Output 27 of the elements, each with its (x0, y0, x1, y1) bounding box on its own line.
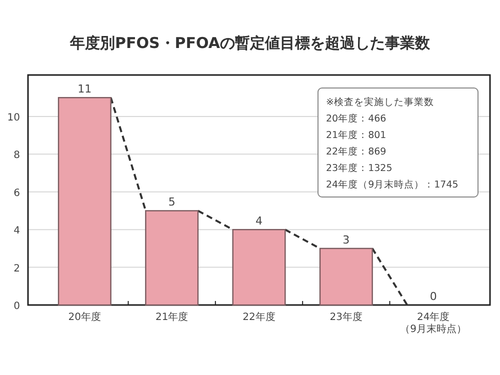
data-label: 11 (78, 82, 92, 96)
x-tick-label: 21年度 (155, 311, 188, 323)
data-label: 3 (342, 233, 350, 246)
annotation: 23年度：1325 (326, 162, 392, 174)
data-label: 5 (168, 196, 176, 209)
annotation: 20年度：466 (326, 112, 386, 124)
annotation: 21年度：801 (326, 129, 386, 141)
bar (145, 210, 199, 306)
x-tick-label: 22年度 (242, 311, 276, 323)
y-tick-label: 2 (14, 263, 20, 274)
data-label: 0 (430, 290, 437, 303)
chart-title: 年度別PFOS・PFOAの暫定値目標を超過した事業数 (69, 34, 431, 52)
bar (232, 228, 286, 306)
annotation: 24年度（9月末時点）：1745 (326, 178, 458, 190)
x-tick-label: 20年度 (68, 311, 102, 323)
y-tick-label: 0 (14, 301, 20, 312)
y-tick-label: 10 (7, 112, 20, 124)
bar (319, 248, 373, 306)
data-label: 4 (256, 214, 262, 228)
y-tick-label: 6 (14, 188, 20, 199)
annotation: 22年度：869 (326, 146, 386, 158)
y-tick-label: 8 (14, 150, 20, 162)
x-tick-label: 23年度 (330, 311, 363, 323)
annotation: ※検査を実施した事業数 (326, 96, 434, 108)
bar (58, 97, 112, 306)
y-tick-label: 4 (14, 226, 20, 237)
x-tick-label: 24年度（9月末時点） (400, 311, 467, 335)
